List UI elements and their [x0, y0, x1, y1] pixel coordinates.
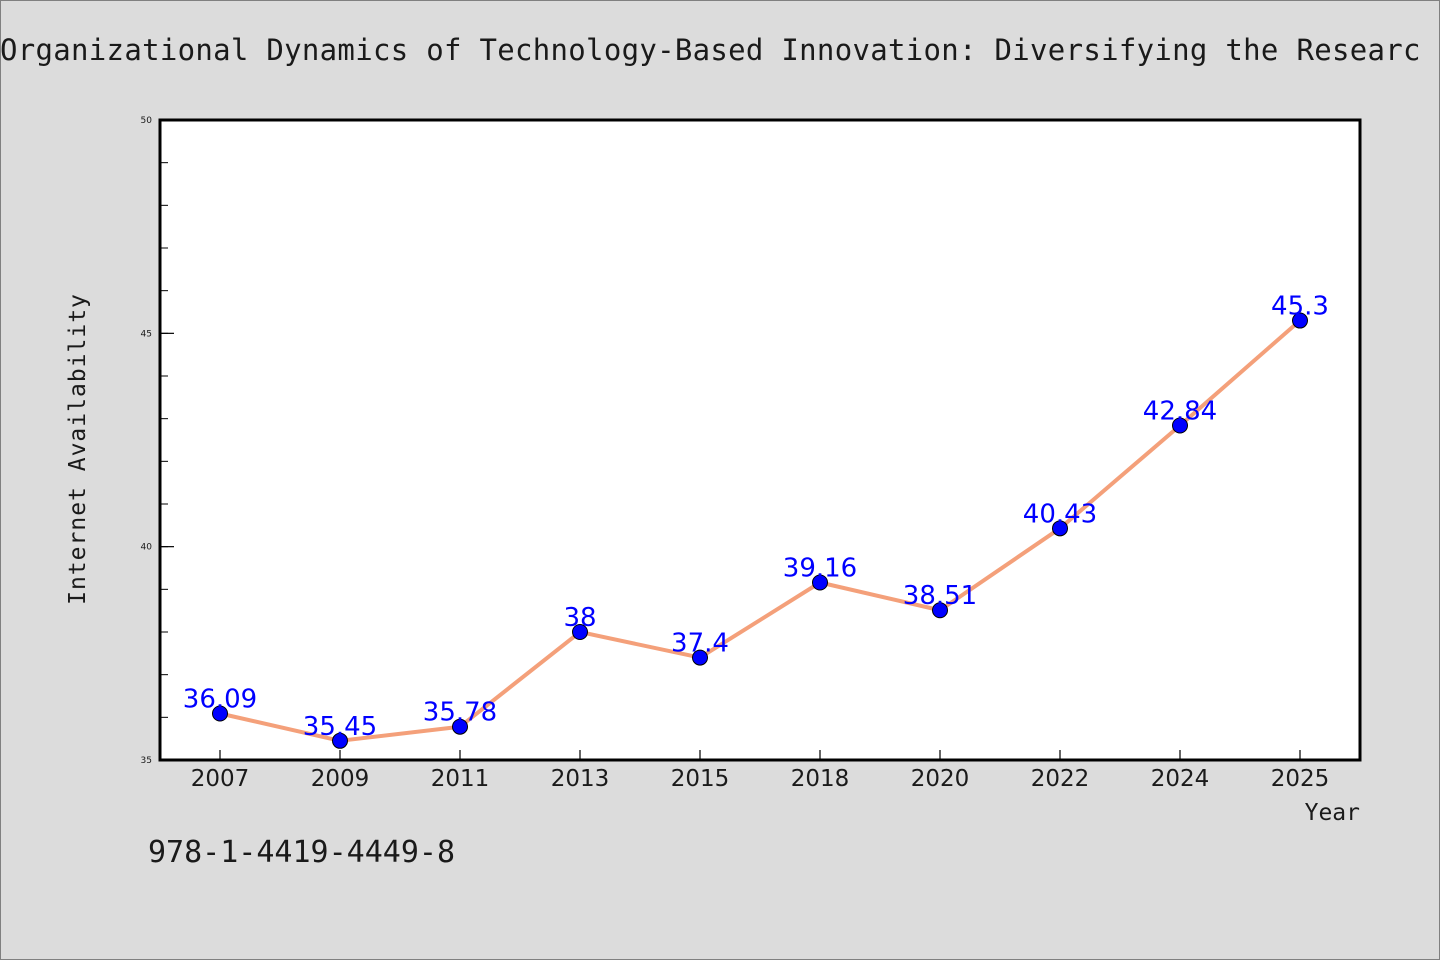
data-label: 45.3 [1271, 292, 1329, 322]
data-label: 35.45 [303, 712, 377, 742]
data-point [212, 705, 228, 722]
isbn-text: 978-1-4419-4449-8 [148, 835, 456, 870]
y-tick-label: 50 [141, 116, 153, 126]
data-label: 37.4 [671, 629, 729, 659]
x-axis-label: Year [1305, 800, 1360, 826]
x-tick-label: 2009 [311, 766, 370, 792]
data-label: 40.43 [1023, 499, 1097, 529]
series-markers [212, 312, 1308, 749]
x-tick-label: 2022 [1031, 766, 1090, 792]
data-point [812, 574, 828, 591]
x-tick-label: 2018 [791, 766, 850, 792]
data-labels: 36.09 35.45 35.78 38 37.4 39.16 38.51 40.43 42.8… [183, 292, 1329, 742]
data-point [1292, 312, 1308, 329]
x-tick-label: 2015 [671, 766, 730, 792]
data-point [1172, 417, 1188, 434]
x-tick-label: 2020 [911, 766, 970, 792]
data-point [332, 732, 348, 749]
data-point [692, 649, 708, 666]
data-label: 38 [563, 603, 596, 633]
y-tick-label: 35 [141, 756, 152, 766]
data-point [572, 624, 588, 640]
data-label: 42.84 [1143, 396, 1217, 426]
x-tick-label: 2024 [1151, 766, 1210, 792]
x-tick-label: 2025 [1271, 766, 1330, 792]
x-tick-label: 2013 [551, 766, 610, 792]
plot-area [160, 120, 1360, 760]
x-tick-label: 2007 [191, 766, 250, 792]
x-tick-label: 2011 [431, 766, 490, 792]
x-axis-ticks: 2007 2009 2011 2013 2015 2018 2020 2022 2024 2025 [191, 750, 1330, 792]
series-line [218, 318, 1302, 743]
y-axis-label: Internet Availability [65, 293, 91, 605]
data-label: 36.09 [183, 684, 257, 714]
data-label: 35.78 [423, 698, 497, 728]
y-tick-label: 40 [141, 543, 153, 553]
chart-title: Organizational Dynamics of Technology-Ba… [0, 33, 1421, 67]
data-point [452, 718, 468, 735]
data-point [1052, 520, 1068, 537]
data-point [932, 602, 948, 619]
data-label: 39.16 [783, 554, 857, 584]
data-label: 38.51 [903, 581, 977, 611]
plot-frame [158, 118, 1362, 762]
y-tick-label: 45 [141, 329, 152, 339]
